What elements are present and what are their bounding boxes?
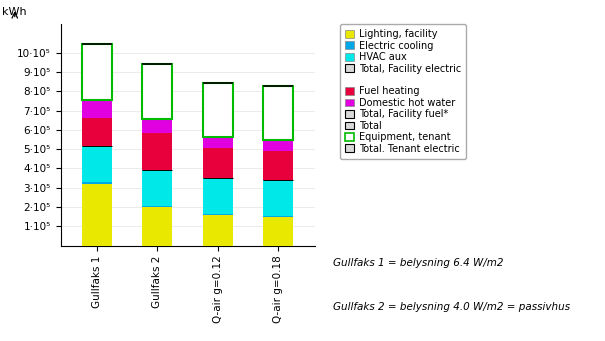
Bar: [82, 44, 112, 100]
Bar: [203, 137, 233, 148]
Bar: [142, 206, 172, 207]
Bar: [82, 118, 112, 146]
Bar: [263, 180, 293, 216]
Bar: [203, 148, 233, 178]
Text: Gullfaks 2 = belysning 4.0 W/m2 = passivhus: Gullfaks 2 = belysning 4.0 W/m2 = passiv…: [333, 302, 570, 312]
Text: Gullfaks 1 = belysning 6.4 W/m2: Gullfaks 1 = belysning 6.4 W/m2: [333, 258, 503, 268]
Bar: [82, 146, 112, 182]
Bar: [142, 119, 172, 133]
Bar: [263, 217, 293, 246]
Bar: [203, 83, 233, 137]
Bar: [82, 100, 112, 118]
Bar: [142, 207, 172, 246]
Bar: [203, 178, 233, 214]
Bar: [82, 182, 112, 184]
Bar: [203, 214, 233, 215]
Bar: [142, 64, 172, 119]
Bar: [142, 133, 172, 170]
Bar: [263, 139, 293, 151]
Bar: [263, 216, 293, 217]
Y-axis label: kWh: kWh: [2, 7, 27, 17]
Bar: [203, 215, 233, 246]
Bar: [142, 170, 172, 206]
Bar: [82, 184, 112, 246]
Legend: Lighting, facility, Electric cooling, HVAC aux, Total, Facility electric,  , Fue: Lighting, facility, Electric cooling, HV…: [340, 24, 466, 159]
Bar: [263, 151, 293, 180]
Bar: [263, 86, 293, 139]
